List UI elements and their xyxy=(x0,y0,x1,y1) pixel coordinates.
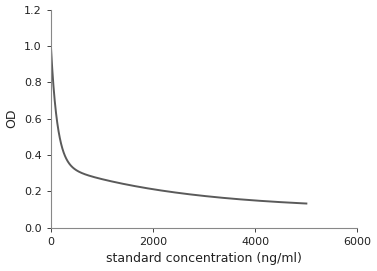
X-axis label: standard concentration (ng/ml): standard concentration (ng/ml) xyxy=(106,253,302,265)
Y-axis label: OD: OD xyxy=(6,109,18,128)
